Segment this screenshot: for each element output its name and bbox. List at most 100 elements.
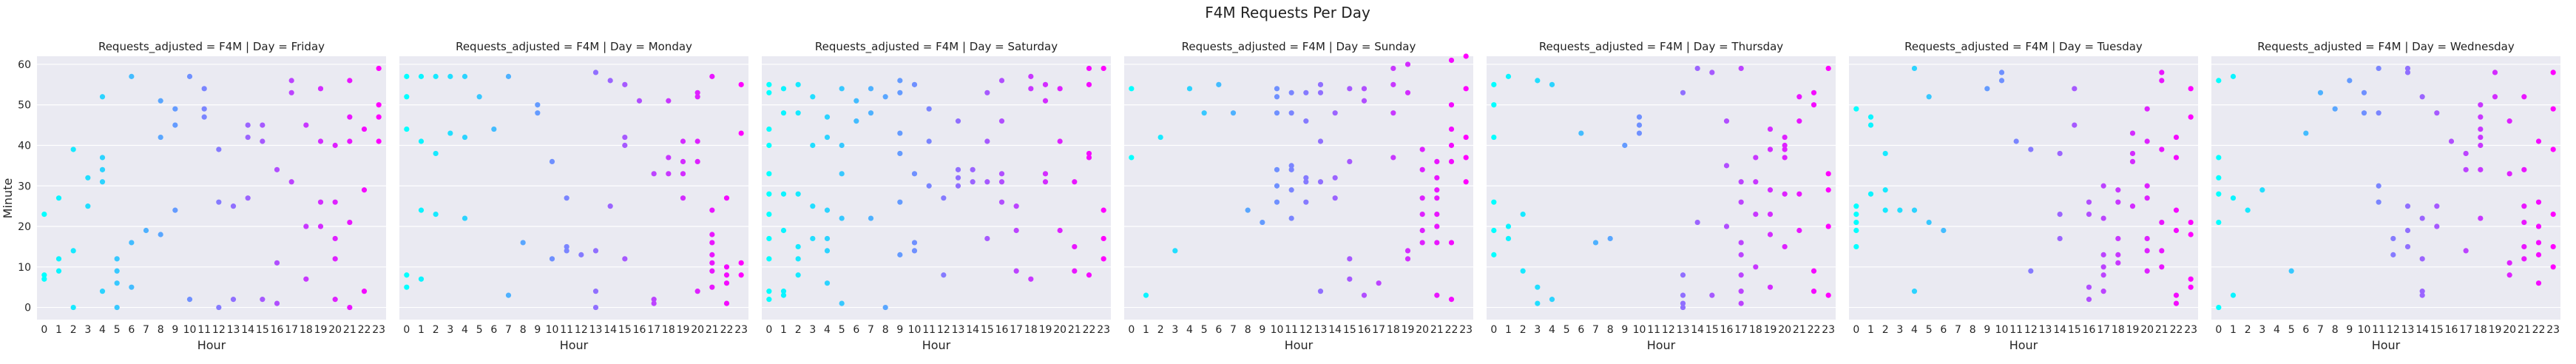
data-point bbox=[897, 78, 903, 84]
data-point bbox=[709, 73, 715, 79]
data-point bbox=[2463, 248, 2469, 254]
y-tick-label: 60 bbox=[18, 59, 31, 71]
data-point bbox=[288, 78, 294, 84]
data-point bbox=[1984, 86, 1990, 92]
x-tick-label: 15 bbox=[1705, 324, 1719, 336]
data-point bbox=[2086, 199, 2092, 205]
data-point bbox=[2434, 223, 2440, 229]
data-point bbox=[2230, 195, 2237, 201]
plot-area bbox=[762, 56, 1111, 320]
data-point bbox=[2404, 70, 2411, 75]
data-point bbox=[549, 158, 555, 164]
x-tick-label: 23 bbox=[1459, 324, 1473, 336]
y-tick-label: 20 bbox=[18, 221, 31, 233]
data-point bbox=[2506, 272, 2512, 278]
data-point bbox=[622, 134, 628, 141]
x-axis-label: Hour bbox=[2009, 338, 2038, 352]
data-point bbox=[1549, 297, 1555, 303]
data-point bbox=[607, 78, 613, 84]
data-point bbox=[1825, 65, 1831, 72]
data-point bbox=[2376, 199, 2381, 205]
data-point bbox=[780, 292, 787, 298]
data-point bbox=[2057, 150, 2063, 157]
data-point bbox=[1404, 61, 1411, 67]
data-point bbox=[1434, 240, 1440, 246]
x-tick-label: 6 bbox=[1215, 324, 1222, 336]
x-tick-label: 11 bbox=[560, 324, 573, 336]
data-point bbox=[911, 248, 918, 254]
data-point bbox=[592, 248, 599, 254]
data-point bbox=[1535, 300, 1541, 306]
panel-title: Requests_adjusted = F4M | Day = Tuesday bbox=[1904, 40, 2143, 54]
data-point bbox=[260, 297, 266, 303]
data-point bbox=[418, 73, 425, 79]
data-point bbox=[1013, 203, 1019, 209]
data-point bbox=[2100, 272, 2106, 278]
data-point bbox=[651, 297, 657, 303]
data-point bbox=[376, 138, 382, 144]
data-point bbox=[666, 98, 672, 104]
data-point bbox=[1448, 240, 1455, 246]
x-tick-label: 8 bbox=[520, 324, 527, 336]
x-tick-label: 17 bbox=[1010, 324, 1023, 336]
data-point bbox=[55, 268, 62, 274]
data-point bbox=[1434, 195, 1440, 201]
data-point bbox=[2492, 94, 2498, 100]
data-point bbox=[723, 280, 730, 286]
data-point bbox=[245, 122, 251, 128]
x-tick-label: 4 bbox=[462, 324, 468, 336]
data-point bbox=[1811, 268, 1817, 274]
data-point bbox=[622, 81, 628, 87]
data-point bbox=[1636, 130, 1643, 136]
data-point bbox=[347, 304, 353, 311]
x-tick-label: 18 bbox=[1387, 324, 1400, 336]
data-point bbox=[1434, 223, 1440, 229]
data-point bbox=[2535, 199, 2542, 205]
x-tick-label: 19 bbox=[1764, 324, 1777, 336]
y-tick-label: 10 bbox=[18, 262, 31, 274]
x-tick-label: 11 bbox=[1647, 324, 1660, 336]
data-point bbox=[114, 256, 120, 262]
data-point bbox=[2115, 199, 2121, 205]
data-point bbox=[709, 232, 715, 237]
data-point bbox=[520, 240, 526, 246]
data-point bbox=[143, 227, 149, 234]
data-point bbox=[1274, 166, 1280, 172]
data-point bbox=[129, 73, 135, 79]
x-tick-label: 13 bbox=[2401, 324, 2415, 336]
data-point bbox=[2463, 166, 2469, 172]
data-point bbox=[2361, 110, 2367, 116]
data-point bbox=[2173, 227, 2180, 234]
x-tick-label: 21 bbox=[1430, 324, 1444, 336]
data-point bbox=[1347, 86, 1353, 92]
x-tick-label: 0 bbox=[1490, 324, 1497, 336]
data-point bbox=[1361, 98, 1368, 104]
x-tick-label: 22 bbox=[1445, 324, 1458, 336]
x-tick-label: 18 bbox=[1749, 324, 1762, 336]
data-point bbox=[1057, 227, 1063, 234]
data-point bbox=[2159, 248, 2165, 254]
x-tick-label: 5 bbox=[1926, 324, 1933, 336]
data-point bbox=[998, 171, 1005, 177]
data-point bbox=[1216, 81, 1222, 87]
x-tick-label: 4 bbox=[2274, 324, 2280, 336]
data-point bbox=[404, 272, 410, 278]
x-tick-label: 5 bbox=[1563, 324, 1570, 336]
data-point bbox=[795, 110, 801, 116]
data-point bbox=[2478, 102, 2484, 108]
x-tick-label: 14 bbox=[1328, 324, 1342, 336]
data-point bbox=[1332, 175, 1338, 181]
data-point bbox=[2173, 207, 2180, 213]
data-point bbox=[824, 280, 831, 286]
data-point bbox=[810, 235, 816, 242]
data-point bbox=[1853, 219, 1859, 226]
data-point bbox=[694, 138, 700, 144]
x-tick-label: 3 bbox=[1172, 324, 1178, 336]
data-point bbox=[1086, 65, 1092, 72]
x-tick-label: 20 bbox=[1416, 324, 1429, 336]
x-tick-label: 21 bbox=[2155, 324, 2168, 336]
data-point bbox=[1867, 191, 1874, 197]
x-tick-label: 18 bbox=[300, 324, 313, 336]
x-tick-label: 11 bbox=[922, 324, 936, 336]
